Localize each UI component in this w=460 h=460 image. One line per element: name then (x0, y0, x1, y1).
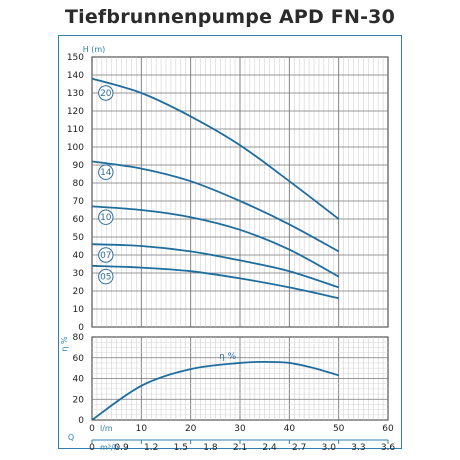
head-curve-07 (91, 243, 339, 289)
head-y-tick-label: 20 (73, 287, 85, 297)
curve-label-badge (98, 85, 114, 101)
x-axis-lpm-tick-label: 0 (89, 424, 95, 434)
chart-title: Tiefbrunnenpumpe APD FN-30 (64, 6, 396, 28)
curve-label-20: 20 (100, 89, 112, 99)
x-axis-m3h-tick-label: 2.1 (233, 443, 247, 453)
x-axis-m3h-tick-label: 3.3 (351, 443, 365, 453)
x-axis-lpm-tick-label: 50 (333, 424, 345, 434)
x-axis-m3h-label: m³/h (100, 443, 119, 452)
eff-y-tick-label: 0 (78, 416, 84, 426)
head-y-tick-label: 90 (73, 161, 85, 171)
head-curve-05 (91, 264, 339, 300)
x-axis-lpm-label: l/m (100, 424, 113, 433)
x-axis-m3h-tick-label: 1.8 (203, 443, 218, 453)
head-y-tick-label: 50 (73, 233, 85, 243)
x-axis-m3h-tick-label: 1.2 (144, 443, 158, 453)
x-axis-m3h-tick-label: 2.7 (292, 443, 306, 453)
head-curve-10 (91, 205, 340, 278)
head-y-tick-label: 100 (67, 143, 84, 153)
eff-y-tick-label: 80 (73, 333, 85, 343)
curve-label-badge (98, 268, 114, 285)
curve-label-14: 14 (100, 168, 112, 178)
curve-label-badge (98, 209, 114, 225)
eff-y-tick-label: 20 (73, 395, 85, 405)
head-y-tick-label: 150 (67, 53, 84, 63)
eff-y-tick-label: 60 (73, 354, 85, 364)
head-curve-20 (91, 77, 340, 220)
x-axis-lpm-tick-label: 10 (136, 424, 148, 434)
x-axis-m3h-tick-label: 3.6 (381, 443, 396, 453)
head-y-tick-label: 110 (67, 125, 84, 135)
head-y-tick-label: 130 (67, 89, 84, 99)
x-axis-lpm-tick-label: 40 (284, 424, 296, 434)
x-axis-m3h-tick-label: 0 (89, 443, 95, 453)
head-y-tick-label: 60 (73, 215, 85, 225)
curve-label-badge (98, 164, 114, 180)
curve-label-07: 07 (100, 251, 111, 261)
x-axis-lpm-tick-label: 20 (185, 424, 197, 434)
x-axis-m3h-tick-label: 2.4 (262, 443, 277, 453)
x-axis-lpm-tick-label: 30 (234, 424, 246, 434)
eff-y-tick-label: 40 (73, 375, 85, 385)
head-y-tick-label: 70 (73, 197, 85, 207)
head-y-tick-label: 120 (67, 107, 84, 117)
x-axis-m3h-tick-label: 1.5 (174, 443, 188, 453)
curve-label-badge (98, 247, 114, 263)
efficiency-curve-label: η % (219, 352, 237, 362)
curve-label-10: 10 (100, 213, 112, 223)
x-axis-m3h-tick-label: 0.9 (114, 443, 129, 453)
head-curve-14 (91, 160, 340, 253)
head-y-tick-label: 40 (73, 251, 85, 261)
head-y-tick-label: 10 (73, 305, 85, 315)
x-axis-m3h-tick-label: 3.0 (322, 443, 337, 453)
head-y-tick-label: 0 (78, 323, 84, 333)
curve-label-05: 05 (100, 273, 111, 283)
eff-y-axis-label: η % (60, 336, 69, 352)
head-y-axis-label: H (m) (83, 45, 106, 54)
efficiency-curve (91, 360, 339, 421)
head-y-tick-label: 30 (73, 269, 85, 279)
x-axis-lpm-tick-label: 60 (382, 424, 394, 434)
head-y-tick-label: 140 (67, 71, 84, 81)
chart-frame (58, 35, 402, 449)
head-y-tick-label: 80 (73, 179, 85, 189)
x-axis-q-label: Q (68, 433, 74, 442)
